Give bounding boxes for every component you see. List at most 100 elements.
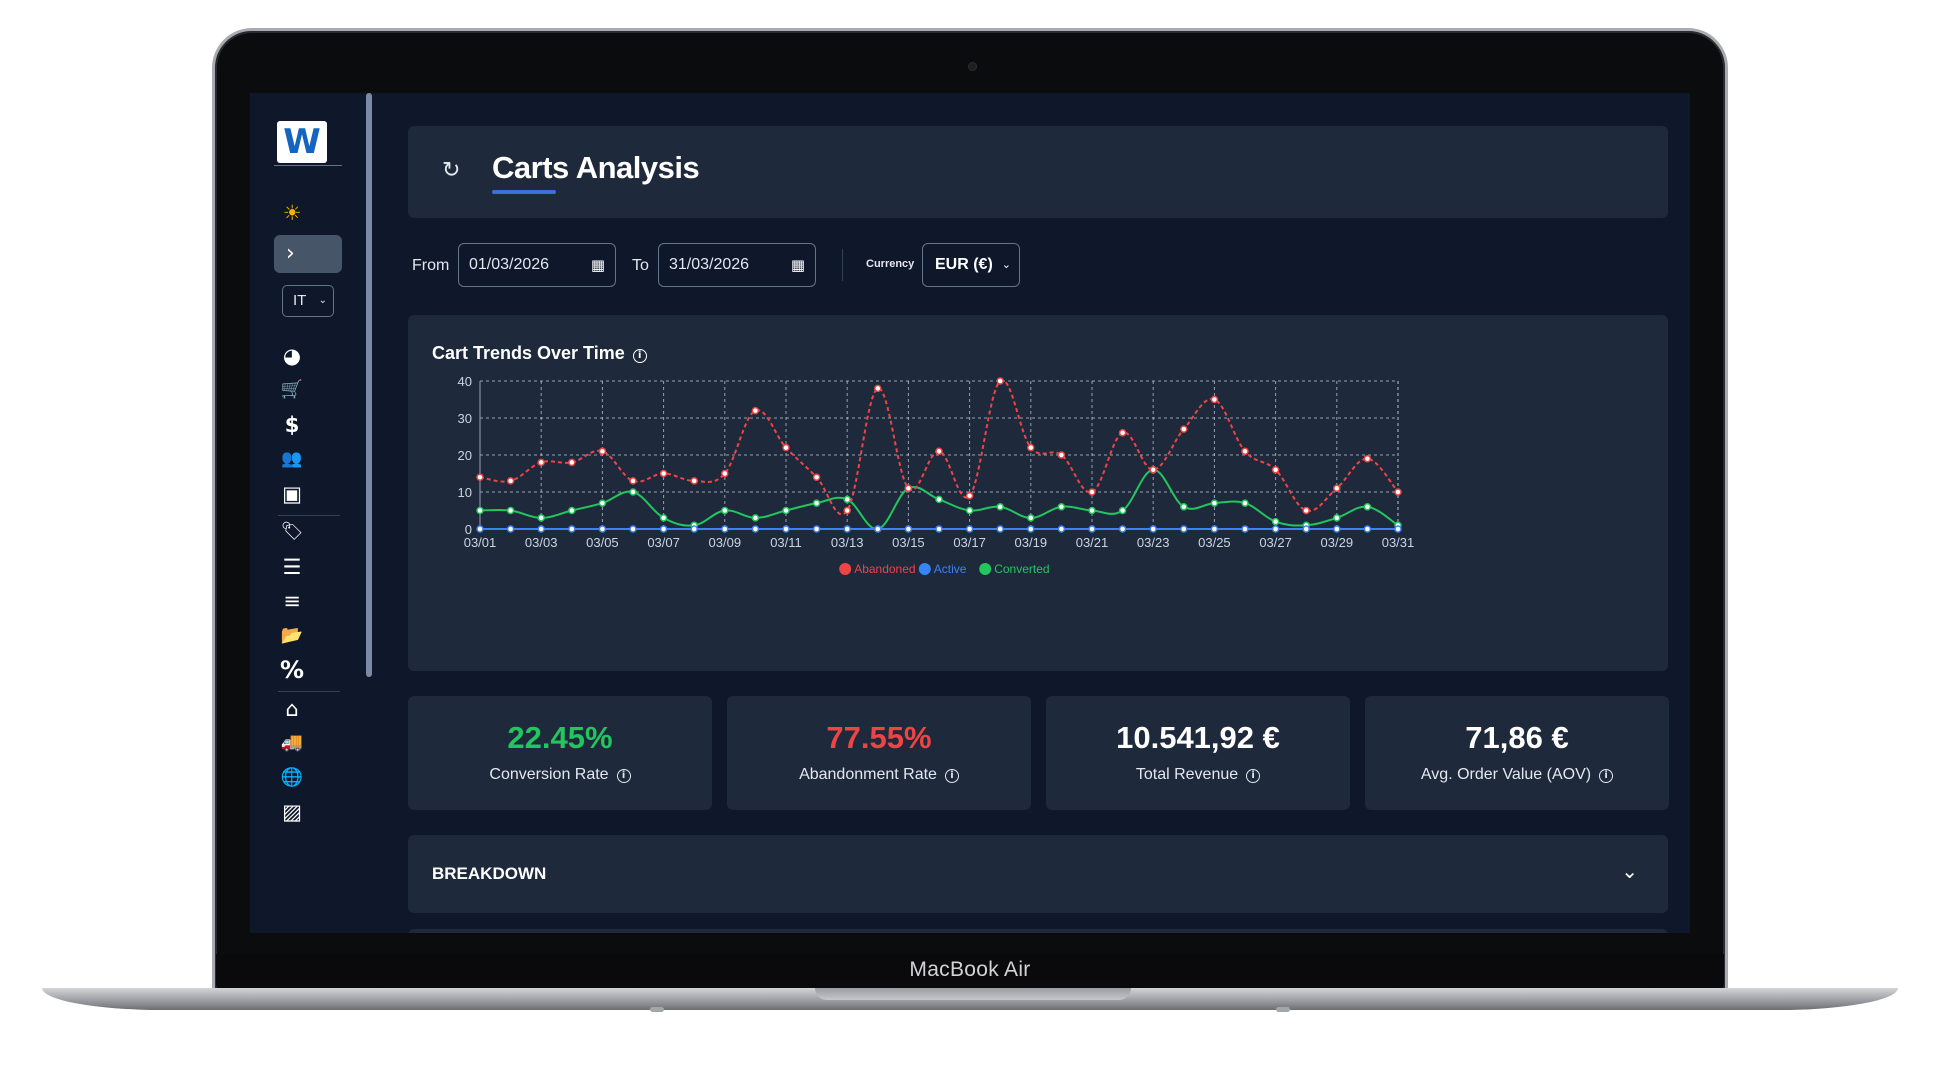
info-icon[interactable]: i	[632, 349, 647, 363]
data-point-abandoned	[782, 443, 790, 452]
kpi-label-text: Total Revenue	[1135, 766, 1239, 783]
users-icon[interactable]: 👥	[281, 449, 303, 469]
data-point-converted	[598, 499, 607, 507]
filter-icon[interactable]: ≡	[283, 589, 301, 613]
cart-icon[interactable]: 🛒	[280, 379, 304, 400]
sidebar-toggle-button[interactable]: ›	[274, 235, 342, 273]
from-date-input[interactable]: 01/03/2026 ▦	[458, 243, 616, 287]
breakdown-accordion[interactable]: BREAKDOWN ⌄	[408, 835, 1668, 913]
logo-letter: W	[283, 122, 321, 162]
laptop-chin	[216, 954, 1724, 990]
x-tick-label: 03/15	[892, 535, 925, 550]
info-icon[interactable]: i	[944, 769, 959, 783]
calendar-icon[interactable]: ▦	[590, 256, 605, 274]
data-point-active	[721, 525, 729, 533]
info-icon[interactable]: i	[616, 769, 631, 783]
data-point-abandoned	[1180, 425, 1188, 433]
warehouse-icon[interactable]: ⌂	[285, 697, 299, 721]
kpi-value: 71,86 €	[1465, 720, 1569, 755]
globe-icon[interactable]: 🌐	[280, 767, 304, 788]
legend-swatch-converted	[979, 563, 992, 575]
legend-label-abandoned: Abandoned	[854, 562, 915, 576]
info-icon[interactable]: i	[1599, 769, 1614, 783]
refresh-icon[interactable]: ↻	[442, 158, 461, 183]
camera	[968, 62, 977, 71]
data-point-abandoned	[1210, 395, 1219, 404]
sidebar-divider	[278, 515, 340, 516]
x-tick-label: 03/03	[525, 535, 558, 550]
sidebar-scrollbar[interactable]	[366, 93, 372, 677]
kpi-label: Abandonment Rate i	[727, 766, 1031, 784]
data-point-converted	[935, 495, 943, 504]
chart-title-text: Cart Trends Over Time	[432, 343, 625, 363]
info-icon[interactable]: i	[1246, 769, 1261, 783]
language-value: IT	[293, 292, 307, 309]
image-icon[interactable]: ▨	[282, 800, 302, 824]
data-point-converted	[1027, 514, 1035, 522]
to-label: To	[632, 257, 649, 274]
language-select[interactable]: IT ⌄	[282, 285, 334, 317]
data-point-abandoned	[874, 384, 882, 393]
data-point-active	[874, 525, 882, 533]
sidebar: W ☀ › IT ⌄ ◕ 🛒 $ 👥 ▣ 🏷 ☰ ≡ 📂 % ⌂ 🚚 🌐 ▨	[250, 93, 370, 933]
sidebar-divider	[278, 691, 340, 692]
to-date-input[interactable]: 31/03/2026 ▦	[658, 243, 816, 287]
data-point-converted	[659, 514, 668, 522]
data-point-converted	[1118, 506, 1127, 515]
data-point-abandoned	[506, 477, 515, 485]
dollar-icon[interactable]: $	[284, 413, 300, 437]
tag-icon[interactable]: 🏷	[280, 521, 304, 542]
data-point-abandoned	[721, 469, 729, 478]
currency-select[interactable]: EUR (€) ⌄	[922, 243, 1020, 287]
data-point-active	[1027, 525, 1035, 533]
box-icon[interactable]: ▣	[282, 482, 302, 506]
data-point-converted	[1057, 503, 1066, 511]
data-point-active	[965, 525, 974, 533]
data-point-active	[1210, 525, 1219, 533]
sun-icon[interactable]: ☀	[282, 201, 302, 225]
data-point-abandoned	[1088, 488, 1096, 496]
chart-title: Cart Trends Over Time i	[432, 343, 647, 364]
ordered-list-icon[interactable]: ☰	[282, 555, 302, 579]
folder-icon[interactable]: 📂	[280, 625, 304, 646]
filter-bar: From 01/03/2026 ▦ To 31/03/2026 ▦ Curren…	[408, 243, 1208, 289]
chevron-down-icon: ⌄	[1001, 259, 1011, 271]
data-point-abandoned	[1118, 429, 1127, 437]
percent-icon[interactable]: %	[279, 656, 305, 684]
kpi-card-revenue: 10.541,92 € Total Revenue i	[1046, 696, 1350, 810]
kpi-value: 77.55%	[826, 720, 932, 755]
data-point-abandoned	[965, 491, 974, 500]
kpi-label: Total Revenue i	[1046, 766, 1350, 784]
y-tick-label: 20	[458, 448, 472, 463]
legend-swatch-active	[918, 563, 931, 575]
data-point-converted	[1210, 499, 1219, 507]
data-point-active	[1333, 525, 1341, 533]
currency-label: Currency	[866, 258, 915, 270]
kpi-label-text: Avg. Order Value (AOV)	[1420, 766, 1592, 783]
to-date-value: 31/03/2026	[669, 256, 750, 273]
data-point-converted	[568, 506, 576, 515]
pie-chart-icon[interactable]: ◕	[282, 344, 302, 368]
truck-icon[interactable]: 🚚	[280, 732, 304, 753]
kpi-label-text: Abandonment Rate	[799, 766, 937, 783]
kpi-value: 10.541,92 €	[1116, 720, 1280, 755]
data-point-abandoned	[1333, 484, 1341, 493]
data-point-converted	[812, 499, 821, 507]
data-point-active	[568, 525, 576, 533]
kpi-label: Avg. Order Value (AOV) i	[1365, 766, 1669, 784]
data-point-abandoned	[935, 447, 943, 456]
calendar-icon[interactable]: ▦	[790, 256, 805, 274]
chevron-down-icon[interactable]: ⌄	[1621, 859, 1638, 883]
data-point-active	[476, 525, 484, 533]
logo[interactable]: W	[277, 121, 327, 163]
data-point-active	[598, 525, 607, 533]
data-point-active	[751, 525, 760, 533]
data-point-abandoned	[537, 458, 545, 467]
filter-divider	[842, 249, 843, 281]
legend-label-converted: Converted	[994, 562, 1049, 576]
y-tick-label: 30	[458, 411, 472, 426]
x-tick-label: 03/21	[1076, 535, 1109, 550]
data-point-active	[1057, 525, 1066, 533]
y-tick-label: 0	[465, 522, 472, 537]
legend-swatch-abandoned	[839, 563, 852, 575]
